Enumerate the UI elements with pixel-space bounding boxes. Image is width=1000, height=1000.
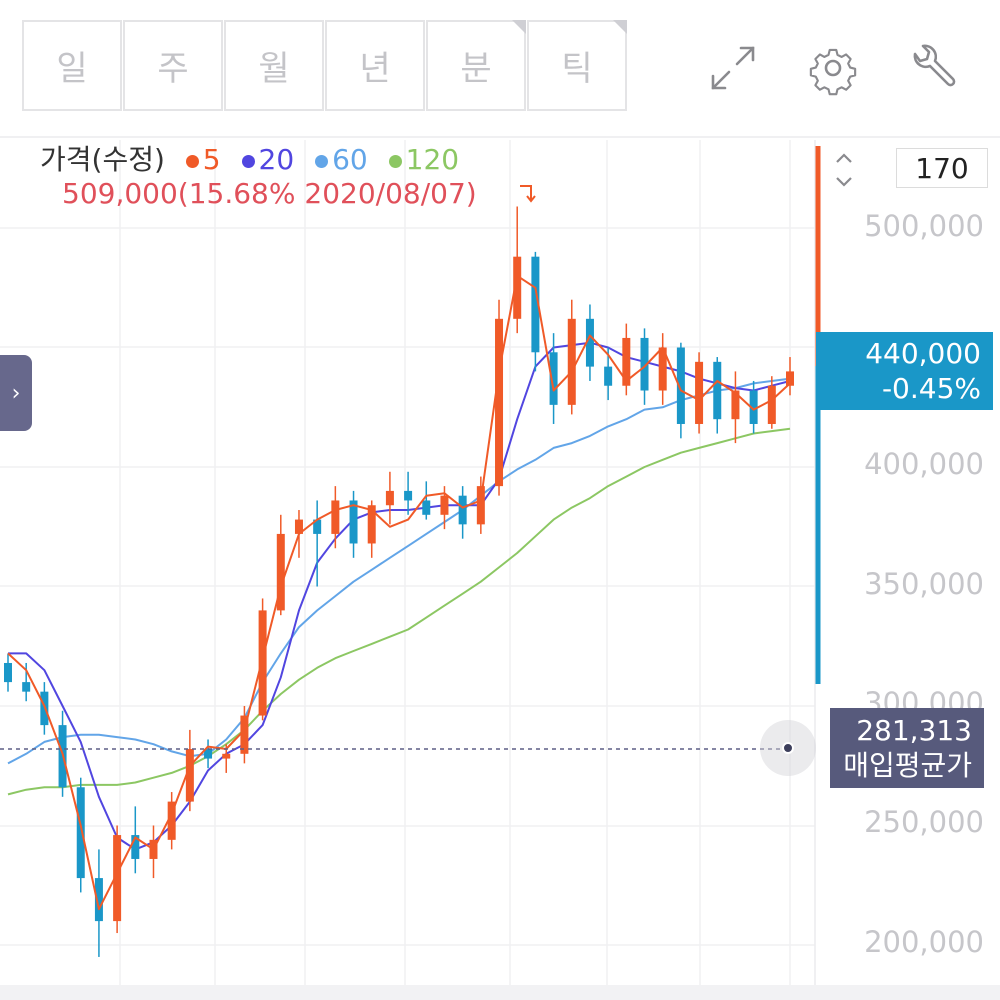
expand-icon [711, 46, 755, 90]
high-marker [520, 185, 536, 203]
ma60-dot [315, 154, 329, 168]
candle-body [404, 490, 413, 501]
ma120-line [7, 427, 791, 796]
ma20-dot [241, 154, 255, 168]
candle-body [731, 390, 740, 420]
candle-body [204, 749, 213, 759]
candle-body [367, 505, 376, 544]
candle-body [513, 256, 522, 319]
y-tick-label: 250,000 [864, 805, 984, 839]
y-tick-label: 350,000 [864, 567, 984, 601]
price-change: -0.45% [881, 372, 981, 405]
legend-ma20: 20 [258, 143, 295, 176]
tab-minute[interactable]: 분 [426, 20, 526, 111]
bar-count-field[interactable]: 170 [896, 148, 988, 188]
current-price-badge: 440,000 -0.45% [816, 332, 993, 410]
candle-body [331, 500, 340, 534]
candle-body [695, 361, 704, 424]
candle-body [258, 610, 267, 716]
tab-week[interactable]: 주 [123, 20, 223, 111]
y-tick-label: 200,000 [864, 925, 984, 959]
tab-day[interactable]: 일 [22, 20, 122, 111]
candle-body [222, 753, 231, 759]
candle-body [786, 371, 794, 386]
candle-body [76, 787, 85, 879]
candle-body [185, 749, 194, 802]
candle-body [440, 495, 449, 515]
ma5-dot [185, 154, 199, 168]
tab-year[interactable]: 년 [325, 20, 425, 111]
candle-body [567, 318, 576, 405]
candle-body [349, 500, 358, 544]
legend-price-label: 가격(수정) [40, 143, 165, 176]
candle-body [4, 662, 12, 683]
gear-icon [809, 48, 857, 96]
toolbar-divider [0, 136, 1000, 138]
ma20-line [8, 341, 791, 851]
wrench-icon [913, 44, 956, 87]
up-down-arrows-icon[interactable] [832, 150, 856, 190]
candle-body [167, 801, 176, 840]
candle-body [767, 385, 776, 424]
settings-button[interactable] [803, 38, 863, 98]
candle-body [294, 519, 303, 534]
candle-body [131, 835, 140, 859]
candle-body [113, 835, 122, 922]
period-tabs: 일 주 월 년 분 틱 [22, 20, 628, 113]
candle-body [458, 495, 467, 525]
candle-body [94, 878, 103, 922]
tab-month[interactable]: 월 [224, 20, 324, 111]
tab-tick[interactable]: 틱 [527, 20, 627, 111]
candle-body [749, 390, 758, 424]
candle-body [549, 352, 558, 405]
avg-buy-label: 매입평균가 [843, 749, 972, 782]
candle-body [313, 519, 322, 534]
candle-body [276, 533, 285, 611]
tools-button[interactable] [903, 38, 963, 98]
candle-body [476, 486, 485, 525]
avg-buy-price: 281,313 [856, 714, 972, 747]
candle-body [422, 500, 431, 515]
ma-legend: 가격(수정) 5 20 60 120 [40, 143, 459, 177]
candle-body [622, 337, 631, 386]
bottom-scroll-strip[interactable] [0, 985, 1000, 1000]
legend-ma120: 120 [405, 143, 460, 176]
high-price-annotation: 509,000(15.68% 2020/08/07) [62, 177, 477, 210]
candle-body [640, 337, 649, 391]
candle-body [495, 318, 504, 487]
y-tick-label: 400,000 [864, 447, 984, 481]
current-price: 440,000 [865, 337, 981, 370]
side-panel-toggle[interactable]: › [0, 355, 32, 431]
ma5-line [7, 274, 791, 911]
candle-body [240, 715, 249, 754]
candle-body [658, 347, 667, 391]
candle-body [713, 361, 722, 420]
candle-body [585, 318, 594, 367]
avg-buy-badge: 281,313 매입평균가 [830, 708, 984, 788]
y-tick-label: 500,000 [864, 209, 984, 243]
ma60-line [7, 377, 791, 765]
chevron-right-icon: › [11, 380, 21, 406]
expand-button[interactable] [703, 38, 763, 98]
avg-line-handle[interactable] [760, 720, 816, 776]
legend-ma60: 60 [332, 143, 368, 176]
candle-body [385, 490, 394, 506]
candle-body [22, 682, 31, 692]
ma120-dot [388, 154, 402, 168]
candle-body [676, 347, 685, 424]
candle-body [604, 366, 613, 386]
legend-ma5: 5 [202, 143, 221, 176]
candle-body [531, 256, 540, 353]
